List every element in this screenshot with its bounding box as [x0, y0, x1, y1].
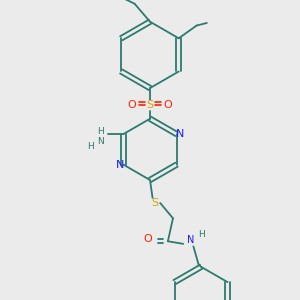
- Text: N: N: [187, 235, 194, 245]
- Text: S: S: [146, 100, 154, 110]
- Text: N: N: [97, 137, 104, 146]
- Text: H: H: [97, 127, 104, 136]
- Text: H: H: [198, 230, 204, 239]
- Text: O: O: [128, 100, 136, 110]
- Text: N: N: [116, 160, 124, 170]
- Text: S: S: [152, 198, 159, 208]
- Text: N: N: [176, 129, 184, 139]
- Text: O: O: [143, 234, 152, 244]
- Text: O: O: [164, 100, 172, 110]
- Text: H: H: [87, 142, 94, 151]
